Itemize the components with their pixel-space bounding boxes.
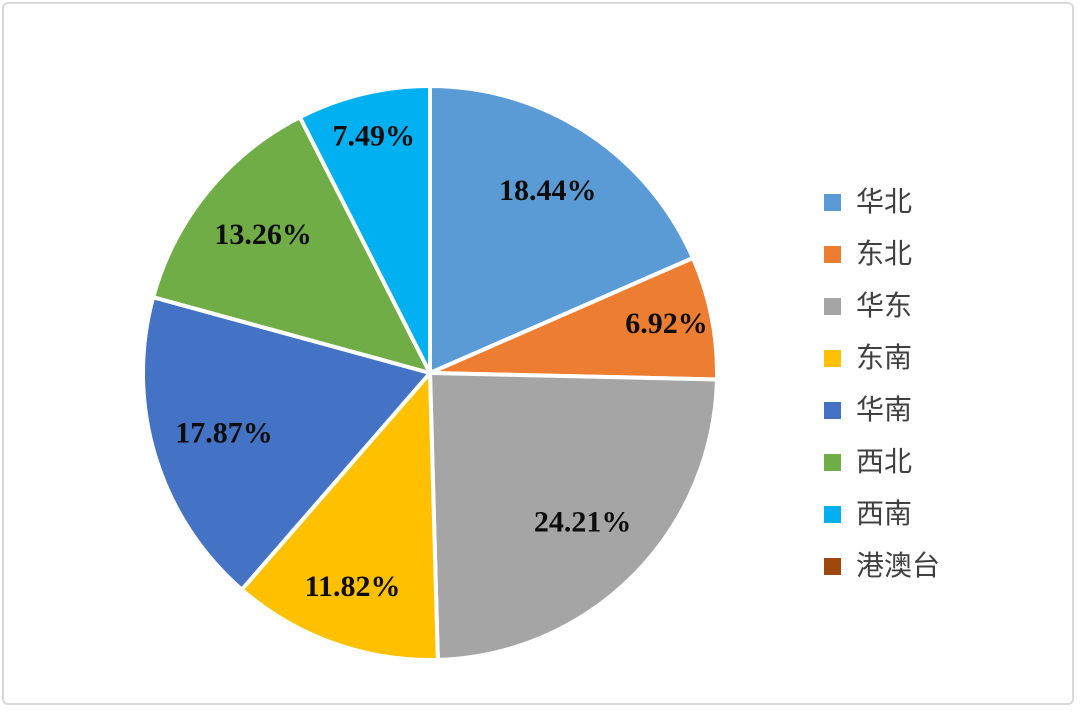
legend-item-港澳台: 港澳台 — [824, 540, 940, 592]
legend-swatch-华南 — [824, 401, 841, 419]
legend-item-华东: 华东 — [824, 280, 940, 332]
legend-swatch-东南 — [824, 349, 841, 367]
legend-swatch-西南 — [824, 505, 841, 523]
legend-label-港澳台: 港澳台 — [856, 550, 941, 581]
slice-label-东北: 6.92% — [625, 307, 708, 340]
legend-label-西北: 西北 — [856, 446, 913, 477]
slice-label-华东: 24.21% — [534, 506, 632, 539]
legend-item-西南: 西南 — [824, 488, 940, 540]
pie-chart: 18.44% 6.92% 24.21% 11.82% 17.87% 13.26% 7.49% — [141, 84, 719, 662]
legend-label-西南: 西南 — [856, 498, 913, 529]
pie-slice-西南 — [297, 84, 432, 375]
pie-slice-东北 — [428, 256, 719, 382]
slice-label-西北: 13.26% — [214, 218, 312, 251]
slice-label-东南: 11.82% — [305, 570, 401, 603]
legend-swatch-华东 — [824, 297, 841, 315]
legend-label-华北: 华北 — [856, 186, 913, 217]
pie-slice-华东 — [428, 371, 719, 662]
slice-label-华南: 17.87% — [175, 416, 273, 449]
legend-swatch-华北 — [824, 193, 841, 211]
legend-swatch-东北 — [824, 245, 841, 263]
slice-label-华北: 18.44% — [499, 174, 597, 207]
pie-slice-华北 — [428, 84, 695, 375]
legend-item-华南: 华南 — [824, 384, 940, 436]
legend-swatch-港澳台 — [824, 557, 841, 575]
legend-label-华东: 华东 — [856, 290, 913, 321]
legend-swatch-西北 — [824, 453, 841, 471]
legend-item-华北: 华北 — [824, 176, 940, 228]
chart-canvas: 18.44% 6.92% 24.21% 11.82% 17.87% 13.26% 7.49%… — [2, 2, 1074, 705]
pie-slice-华南 — [141, 295, 432, 592]
legend-label-东北: 东北 — [856, 238, 913, 269]
legend-label-华南: 华南 — [856, 394, 913, 425]
chart-legend: 华北东北华东东南华南西北西南港澳台 — [824, 176, 940, 592]
slice-label-西南: 7.49% — [333, 119, 416, 152]
legend-item-东南: 东南 — [824, 332, 940, 384]
pie-slice-西北 — [151, 115, 432, 375]
legend-label-东南: 东南 — [856, 342, 913, 373]
legend-item-西北: 西北 — [824, 436, 940, 488]
legend-item-东北: 东北 — [824, 228, 940, 280]
pie-slice-东南 — [239, 371, 440, 662]
